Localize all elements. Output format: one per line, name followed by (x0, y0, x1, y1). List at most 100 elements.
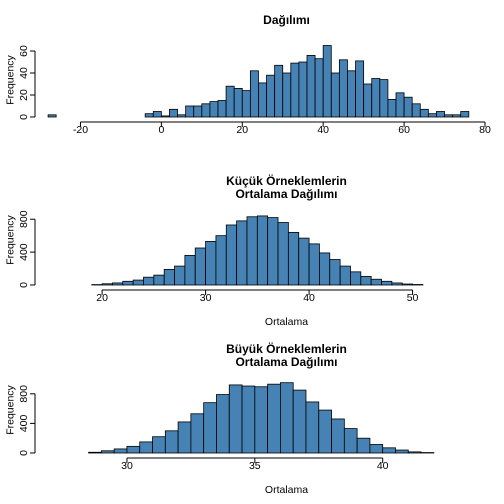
histogram-bar (164, 430, 179, 454)
histogram-bar (113, 448, 128, 454)
y-tick-label: 0 (18, 282, 30, 288)
histogram-bar (160, 115, 170, 118)
histogram-bar (407, 451, 422, 454)
histogram-bar (266, 74, 276, 118)
histogram-bar (126, 445, 141, 454)
histogram-bar (228, 384, 243, 454)
histogram-bar (267, 383, 281, 454)
histogram-bar (177, 114, 187, 118)
y-tick-label: 40 (18, 67, 30, 79)
histogram-bar (370, 278, 382, 286)
x-tick-label: 35 (249, 460, 261, 472)
histogram-bar (144, 113, 154, 118)
x-tick-label: 40 (317, 124, 329, 136)
histogram-bar (322, 45, 332, 118)
histogram-bar (225, 85, 235, 118)
y-axis-label: Frequency (5, 54, 17, 104)
histogram-bar (209, 101, 219, 118)
histogram-bar (338, 59, 348, 118)
x-tick-label: 40 (303, 292, 315, 304)
x-tick-label: 40 (377, 460, 389, 472)
x-axis-label: Ortalama (265, 484, 308, 496)
x-tick-label: -20 (73, 124, 88, 136)
chart-title: Küçük Örneklemlerin (226, 173, 347, 188)
histogram-bar (132, 279, 144, 286)
y-tick-label: 20 (18, 89, 30, 101)
histogram-bar (282, 72, 292, 118)
histogram-bar (460, 111, 470, 118)
y-tick-label: 800 (18, 385, 30, 403)
y-tick-label: 60 (18, 45, 30, 57)
histogram-bar (306, 55, 316, 118)
histogram-bar (112, 282, 124, 286)
histogram-bar (143, 276, 155, 286)
histogram-bar (339, 265, 351, 286)
x-tick-label: 30 (121, 460, 133, 472)
histogram-bar (122, 280, 134, 286)
histogram-bar (387, 99, 397, 118)
histogram-bar (330, 72, 340, 118)
histogram-bar (382, 447, 396, 454)
histogram-bar (290, 62, 300, 118)
histogram-bar (331, 418, 345, 454)
histogram-bar (184, 254, 196, 286)
histogram-bar (292, 389, 307, 454)
histogram-bar (254, 386, 269, 454)
histogram-bar (201, 103, 211, 118)
y-axis-label: Frequency (5, 384, 17, 434)
histogram-bar (298, 237, 310, 286)
histogram-bar (350, 271, 362, 286)
chart-title: Büyük Örneklemlerin (226, 341, 347, 356)
histogram-bar (190, 413, 205, 454)
x-tick-label: 20 (96, 292, 108, 304)
histogram-bar (329, 259, 341, 286)
histogram-bar (246, 216, 258, 286)
histogram-bar (287, 231, 300, 286)
x-tick-label: 50 (407, 292, 419, 304)
histogram-bar (241, 90, 251, 118)
histogram-bar (241, 385, 256, 454)
y-tick-label: 400 (18, 414, 30, 432)
histogram-bar (391, 282, 403, 286)
histogram-bar (215, 235, 227, 286)
histogram-bar (185, 105, 195, 118)
histogram-bar (401, 283, 413, 286)
x-tick-label: 30 (200, 292, 212, 304)
histogram-bar (174, 265, 186, 286)
histogram-bar (395, 449, 409, 454)
histogram-bar (274, 64, 284, 118)
x-axis-label: Ortalama (265, 316, 308, 328)
histogram-bar (47, 114, 57, 118)
histogram-bar (298, 61, 308, 118)
chart-title: Ortalama Dağılımı (235, 355, 337, 369)
histogram-bar (139, 441, 153, 454)
histogram-bar (277, 222, 289, 286)
histogram-bar (419, 108, 429, 118)
histogram-bar (319, 252, 331, 286)
histogram-bar (363, 83, 373, 118)
histogram-bar (225, 224, 238, 286)
y-tick-label: 400 (18, 243, 30, 261)
chart-title: Dağılımı (263, 13, 310, 27)
histogram-bar (360, 275, 372, 286)
histogram-bar (205, 241, 217, 286)
histogram-bar (194, 247, 206, 286)
histogram-bar (193, 105, 203, 118)
histogram-bar (403, 96, 413, 118)
histogram-bar (411, 103, 421, 118)
histogram-bar (101, 283, 113, 286)
histogram-bar (427, 113, 437, 118)
histogram-bar (355, 60, 365, 118)
histogram-bar (318, 409, 332, 454)
x-tick-label: 20 (236, 124, 248, 136)
histogram-bar (347, 70, 356, 118)
histogram-bar (258, 82, 267, 118)
histogram-bar (305, 401, 320, 454)
histogram-bar (444, 114, 454, 118)
y-tick-label: 0 (18, 450, 30, 456)
histogram-bar (343, 428, 358, 454)
histogram-bar (236, 220, 248, 286)
histogram-bar (256, 215, 269, 286)
histogram-bar (100, 450, 115, 454)
